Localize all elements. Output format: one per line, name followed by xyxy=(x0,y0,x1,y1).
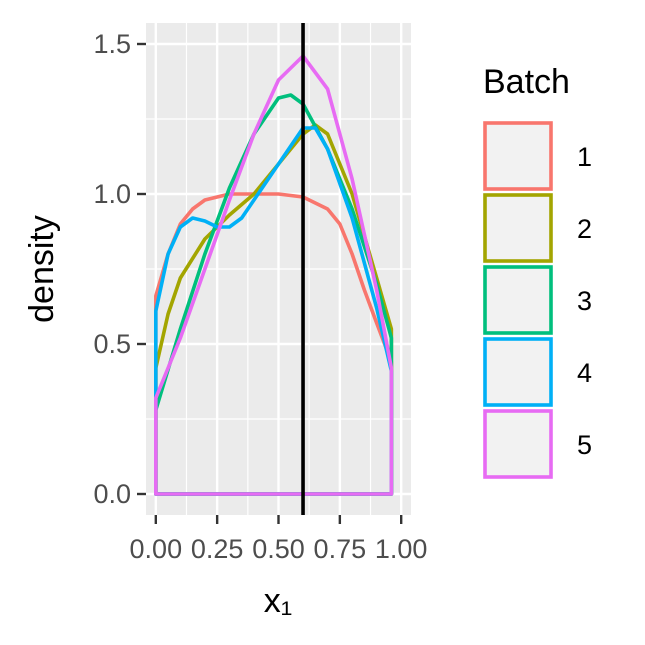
legend-key-batch-3 xyxy=(483,265,553,335)
legend-key-batch-5 xyxy=(483,409,553,479)
y-axis-title: density xyxy=(23,215,61,323)
x-axis-title: x₁ xyxy=(264,582,292,620)
density-line-batch-5 xyxy=(154,54,394,496)
legend: 1 2 3 4 5 xyxy=(483,121,592,479)
legend-key-batch-2 xyxy=(483,193,553,263)
legend-label-batch-4: 4 xyxy=(577,358,592,388)
y-tick-label: 0.5 xyxy=(93,329,131,359)
density-line-batch-4 xyxy=(154,126,394,496)
legend-label-batch-3: 3 xyxy=(577,286,592,316)
x-tick-label: 0.50 xyxy=(252,534,305,564)
legend-label-batch-2: 2 xyxy=(577,214,592,244)
x-tick-label: 0.00 xyxy=(130,534,183,564)
density-series xyxy=(154,54,394,496)
legend-label-batch-1: 1 xyxy=(577,142,592,172)
legend-title: Batch xyxy=(483,63,570,101)
x-tick-label: 0.25 xyxy=(191,534,244,564)
legend-key-batch-1 xyxy=(483,121,553,191)
legend-key-batch-4 xyxy=(483,337,553,407)
y-axis: 0.0 0.5 1.0 1.5 xyxy=(93,29,146,509)
x-axis: 0.00 0.25 0.50 0.75 1.00 xyxy=(130,515,428,564)
y-tick-label: 1.0 xyxy=(93,179,131,209)
y-tick-label: 0.0 xyxy=(93,479,131,509)
x-tick-label: 1.00 xyxy=(375,534,428,564)
x-tick-label: 0.75 xyxy=(314,534,367,564)
density-line-batch-3 xyxy=(154,93,394,496)
legend-label-batch-5: 5 xyxy=(577,430,592,460)
y-tick-label: 1.5 xyxy=(93,29,131,59)
